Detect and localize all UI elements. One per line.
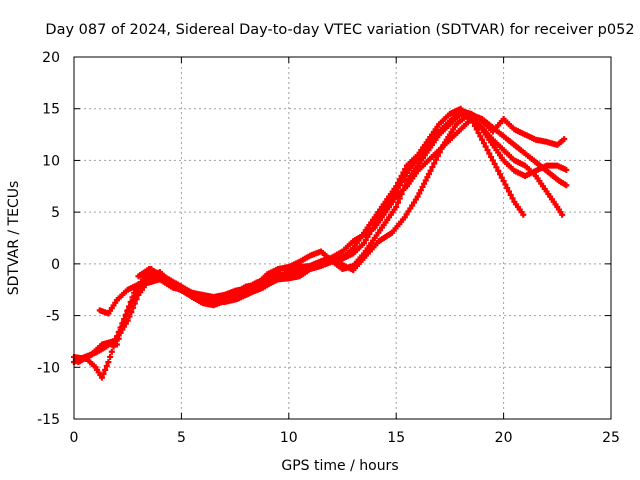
x-axis-label: GPS time / hours bbox=[281, 458, 398, 474]
data-point bbox=[509, 195, 516, 202]
data-point bbox=[98, 374, 105, 381]
data-point bbox=[427, 167, 434, 174]
data-point bbox=[416, 190, 423, 197]
data-points bbox=[71, 105, 570, 381]
data-point bbox=[497, 171, 504, 178]
data-point bbox=[563, 182, 570, 189]
data-point bbox=[424, 174, 431, 181]
data-point bbox=[402, 166, 409, 173]
data-point bbox=[477, 133, 484, 140]
data-point bbox=[394, 199, 401, 206]
ticks bbox=[73, 56, 612, 420]
x-tick-label: 10 bbox=[280, 430, 298, 446]
data-point bbox=[561, 136, 568, 143]
data-point bbox=[479, 136, 486, 143]
data-point bbox=[425, 171, 432, 178]
x-tick-labels: 0 5 10 15 20 25 bbox=[70, 430, 620, 446]
data-point bbox=[500, 178, 507, 185]
data-point bbox=[414, 193, 421, 200]
data-point bbox=[400, 176, 407, 183]
data-point bbox=[117, 329, 124, 336]
data-point bbox=[396, 195, 403, 202]
data-point bbox=[366, 230, 373, 237]
y-tick-label: -10 bbox=[37, 360, 60, 376]
data-point bbox=[486, 150, 493, 157]
data-point bbox=[480, 140, 487, 147]
data-point bbox=[108, 348, 115, 355]
data-point bbox=[475, 129, 482, 136]
data-point bbox=[504, 185, 511, 192]
data-point bbox=[100, 370, 107, 377]
data-point bbox=[489, 157, 496, 164]
data-point bbox=[433, 156, 440, 163]
data-point bbox=[429, 164, 436, 171]
x-tick-label: 20 bbox=[495, 430, 513, 446]
data-point bbox=[498, 174, 505, 181]
y-tick-label: 10 bbox=[42, 153, 60, 169]
data-point bbox=[422, 177, 429, 184]
data-point bbox=[364, 233, 371, 240]
data-point bbox=[396, 182, 403, 189]
data-point bbox=[484, 147, 491, 154]
data-point bbox=[120, 318, 127, 325]
data-point bbox=[493, 164, 500, 171]
y-tick-label: 20 bbox=[42, 50, 60, 66]
data-point bbox=[421, 180, 428, 187]
data-point bbox=[105, 359, 112, 366]
data-point bbox=[115, 335, 122, 342]
data-point bbox=[128, 309, 135, 316]
y-tick-label: -5 bbox=[46, 309, 60, 325]
data-point bbox=[393, 188, 400, 195]
data-point bbox=[394, 185, 401, 192]
data-point bbox=[482, 143, 489, 150]
data-point bbox=[119, 324, 126, 331]
x-tick-label: 5 bbox=[177, 430, 186, 446]
data-point bbox=[107, 353, 114, 360]
data-point bbox=[124, 308, 131, 315]
data-point bbox=[563, 166, 570, 173]
y-tick-label: 5 bbox=[51, 205, 60, 221]
y-tick-label: 0 bbox=[51, 257, 60, 273]
data-point bbox=[110, 343, 117, 350]
data-point bbox=[360, 240, 367, 247]
data-point bbox=[369, 224, 376, 231]
data-point bbox=[559, 211, 566, 218]
y-tick-label: 15 bbox=[42, 102, 60, 118]
x-tick-label: 0 bbox=[70, 430, 79, 446]
y-tick-label: -15 bbox=[37, 412, 60, 428]
chart-title: Day 087 of 2024, Sidereal Day-to-day VTE… bbox=[45, 22, 634, 38]
data-point bbox=[502, 181, 509, 188]
plot-frame bbox=[73, 56, 612, 420]
data-point bbox=[103, 362, 110, 369]
data-point bbox=[113, 341, 120, 348]
data-point bbox=[125, 303, 132, 310]
data-point bbox=[495, 167, 502, 174]
data-point bbox=[431, 160, 438, 167]
x-tick-label: 15 bbox=[387, 430, 405, 446]
x-tick-label: 25 bbox=[602, 430, 620, 446]
data-point bbox=[127, 298, 134, 305]
data-point bbox=[507, 191, 514, 198]
data-point bbox=[473, 126, 480, 133]
data-point bbox=[398, 179, 405, 186]
data-point bbox=[393, 203, 400, 210]
y-axis-label: SDTVAR / TECUs bbox=[6, 181, 22, 296]
data-point bbox=[362, 237, 369, 244]
data-point bbox=[102, 366, 109, 373]
y-tick-labels: -15 -10 -5 0 5 10 15 20 bbox=[37, 50, 60, 428]
data-point bbox=[368, 227, 375, 234]
data-point bbox=[129, 294, 136, 301]
data-point bbox=[488, 153, 495, 160]
data-point bbox=[491, 160, 498, 167]
data-point bbox=[417, 187, 424, 194]
data-point bbox=[520, 211, 527, 218]
data-point bbox=[419, 183, 426, 190]
data-point bbox=[505, 188, 512, 195]
data-point bbox=[402, 172, 409, 179]
data-point bbox=[122, 312, 129, 319]
